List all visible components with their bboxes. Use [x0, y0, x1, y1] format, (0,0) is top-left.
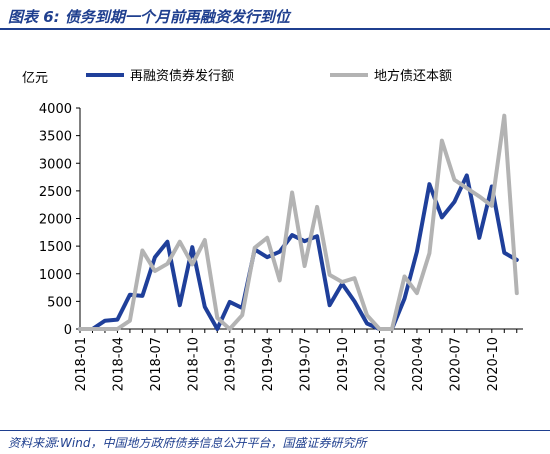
y-tick-label: 4000 [39, 102, 72, 117]
y-tick-label: 500 [47, 295, 72, 310]
x-tick-label: 2018-07 [149, 337, 164, 391]
x-tick-label: 2019-07 [299, 337, 314, 391]
x-tick-label: 2019-04 [261, 337, 276, 391]
source-divider [0, 430, 550, 431]
chart-legend: 再融资债券发行额 地方债还本额 [86, 68, 452, 84]
x-tick-label: 2018-10 [186, 337, 201, 391]
x-tick-label: 2019-10 [336, 337, 351, 391]
title-divider [0, 28, 550, 30]
x-tick-label: 2020-04 [411, 337, 426, 391]
legend-label: 再融资债券发行额 [130, 68, 234, 84]
y-tick-label: 1000 [39, 268, 72, 283]
y-tick-label: 0 [64, 323, 72, 338]
y-tick-label: 3000 [39, 157, 72, 172]
x-tick-label: 2019-01 [224, 337, 239, 391]
x-tick-label: 2020-10 [486, 337, 501, 391]
series-line-2 [78, 113, 519, 331]
x-tick-label: 2018-01 [74, 337, 89, 391]
source-note: 资料来源:Wind，中国地方政府债券信息公开平台，国盛证券研究所 [8, 436, 367, 450]
y-tick-label: 2000 [39, 213, 72, 228]
y-tick-label: 3500 [39, 130, 72, 145]
y-tick-label: 2500 [39, 185, 72, 200]
chart-series [78, 113, 519, 331]
x-tick-label: 2018-04 [111, 337, 126, 391]
legend-label: 地方债还本额 [374, 68, 452, 84]
chart-axes: 0 500 1000 1500 2000 2500 3000 3500 4000 2018-01 2… [39, 102, 523, 391]
figure-title: 图表 6: 债务到期一个月前再融资发行到位 [8, 8, 290, 26]
y-axis-unit: 亿元 [22, 71, 48, 86]
x-tick-label: 2020-07 [448, 337, 463, 391]
line-chart: 亿元 再融资债券发行额 地方债还本额 0 500 1000 1500 2000 2500 30… [22, 68, 523, 391]
y-tick-label: 1500 [39, 240, 72, 255]
x-tick-label: 2020-01 [373, 337, 388, 391]
